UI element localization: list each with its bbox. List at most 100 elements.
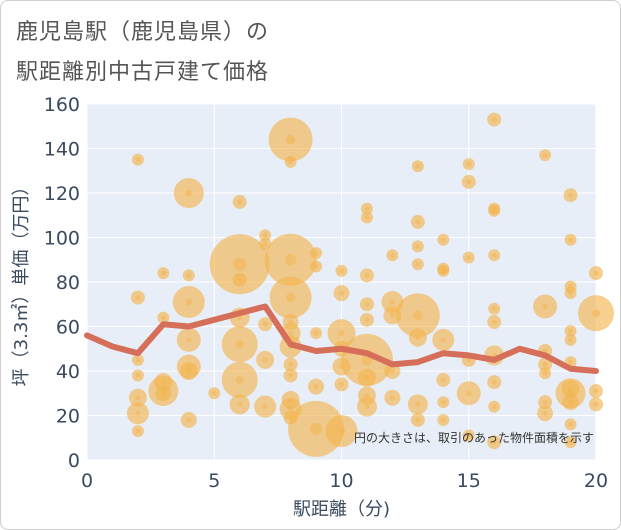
bubble-center [186, 272, 192, 278]
bubble-center [568, 337, 574, 343]
bubble-center [364, 375, 370, 381]
bubble-center [262, 241, 268, 247]
bubble-center [593, 401, 599, 407]
y-tick-label: 140 [44, 139, 80, 161]
bubble-center [415, 219, 421, 225]
bubble-center [440, 268, 446, 274]
bubble-center [135, 410, 141, 416]
bubble-center [568, 359, 574, 365]
bubble-center [288, 372, 294, 378]
bubble-center [135, 157, 141, 163]
bubble-center [440, 337, 446, 343]
bubble-center [309, 422, 323, 436]
bubble-center [337, 427, 346, 435]
x-axis-ticks: 0 5 10 15 20 [81, 470, 608, 492]
bubble-center [389, 252, 395, 258]
bubble-center [491, 306, 497, 312]
bubble-center [237, 401, 243, 407]
bubble-center [593, 270, 599, 276]
bubble-center [313, 384, 319, 390]
bubble-center [568, 192, 574, 198]
bubble-center [262, 232, 268, 238]
bubble-center [568, 328, 574, 334]
bubble-center [135, 395, 141, 401]
bubble-center [542, 303, 548, 310]
bubble-center [364, 272, 370, 278]
bubble-center [568, 290, 574, 296]
x-tick-label: 20 [584, 470, 608, 492]
bubble-center [160, 270, 166, 276]
bubble-center [440, 417, 446, 423]
bubble-center [593, 388, 599, 394]
bubble-center [542, 399, 548, 405]
bubble-center [415, 335, 421, 341]
y-tick-label: 0 [68, 450, 80, 472]
bubble-center [415, 417, 421, 423]
bubble-center [415, 243, 421, 249]
bubble-center [135, 372, 141, 378]
bubble-center [339, 290, 344, 296]
bubble-center [592, 309, 600, 318]
y-tick-label: 20 [56, 406, 80, 428]
y-tick-label: 60 [56, 317, 80, 339]
y-axis-label: 坪（3.3㎡）単価（万円） [10, 178, 32, 387]
bubble-center [466, 179, 472, 185]
bubble-center [466, 161, 472, 167]
bubble-center [440, 237, 446, 243]
x-tick-label: 10 [329, 470, 353, 492]
bubble-center [389, 368, 395, 374]
bubble-center [313, 263, 319, 269]
y-tick-label: 40 [56, 361, 80, 383]
y-tick-label: 160 [44, 94, 80, 116]
y-tick-label: 120 [44, 183, 80, 205]
bubble-center [440, 377, 446, 383]
bubble-center [237, 277, 243, 283]
bubble-center [160, 315, 166, 321]
y-tick-label: 100 [44, 228, 80, 250]
bubble-center [415, 163, 421, 169]
bubble-center [135, 428, 141, 434]
bubble-center [466, 255, 472, 261]
bubble-center [288, 330, 294, 336]
bubble-series [126, 112, 614, 457]
bubble-center [235, 375, 244, 384]
bubble-center [313, 250, 319, 256]
bubble-center [466, 433, 472, 439]
bubble-center [288, 406, 294, 412]
bubble-center [542, 361, 548, 367]
bubble-center [233, 257, 247, 271]
y-axis-ticks: 0 20 40 60 80 100 120 140 160 [44, 94, 80, 472]
bubble-center [338, 330, 345, 337]
bubble-center [491, 252, 497, 258]
x-tick-label: 0 [81, 470, 93, 492]
bubble-size-note: 円の大きさは、取引のあった物件面積を示す [354, 430, 594, 445]
bubble-center [339, 268, 344, 274]
bubble-center [542, 152, 548, 158]
x-tick-label: 5 [208, 470, 220, 492]
bubble-center [568, 399, 574, 405]
bubble-center [288, 361, 294, 367]
bubble-center [211, 390, 217, 396]
bubble-center [186, 337, 192, 343]
y-tick-label: 80 [56, 272, 80, 294]
bubble-center [262, 321, 268, 327]
bubble-center [284, 254, 297, 266]
bubble-center [364, 317, 370, 323]
chart-title-line-1: 鹿児島駅（鹿児島県）の [16, 20, 270, 45]
bubble-center [364, 206, 370, 212]
bubble-center [288, 159, 294, 165]
bubble-center [491, 439, 497, 445]
bubble-center [413, 310, 423, 321]
bubble-center [389, 299, 395, 305]
bubble-center [440, 399, 446, 405]
bubble-center [185, 189, 193, 197]
bubble-center [542, 410, 548, 416]
bubble-center [285, 292, 296, 303]
bubble-center [491, 208, 497, 214]
bubble-center [491, 379, 497, 385]
bubble-center [235, 340, 244, 349]
x-axis-label: 駅距離（分) [293, 499, 390, 520]
bubble-center [568, 439, 574, 445]
bubble-center [339, 381, 344, 387]
